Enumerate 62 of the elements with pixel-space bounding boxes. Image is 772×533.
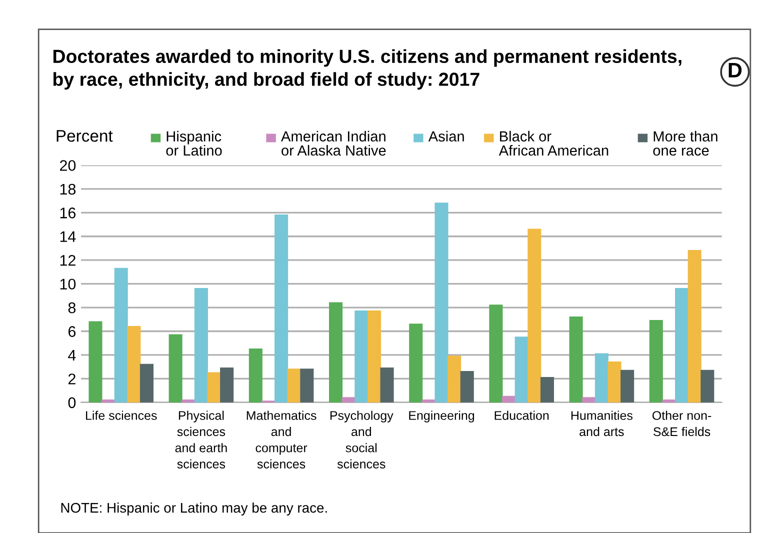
bar bbox=[489, 304, 503, 402]
bar bbox=[194, 288, 208, 402]
x-tick-label: Life sciences bbox=[86, 410, 157, 420]
bar bbox=[434, 202, 448, 402]
chart-title: Doctorates awarded to minority U.S. citizens and permanent residents, by race, ethnicity, and broad field of study: 2017 bbox=[53, 49, 682, 90]
bar bbox=[274, 214, 288, 402]
bar bbox=[700, 370, 714, 402]
bar bbox=[140, 364, 154, 402]
bar bbox=[287, 368, 301, 402]
bar bbox=[248, 348, 262, 402]
legend-label: Black or African American bbox=[498, 130, 608, 156]
x-tick-label: Other non- S&E fields bbox=[652, 410, 712, 436]
y-axis-title: Percent bbox=[56, 130, 113, 142]
y-tick-label: 2 bbox=[68, 374, 76, 384]
bar bbox=[448, 356, 462, 402]
y-tick-label: 12 bbox=[60, 254, 76, 266]
legend-label: American Indian or Alaska Native bbox=[281, 130, 386, 156]
x-tick-label: Physical sciences and earth sciences bbox=[175, 410, 227, 468]
x-tick-label: Engineering bbox=[409, 410, 474, 422]
y-tick-label: 16 bbox=[60, 208, 76, 218]
x-tick-label: Psychology and social sciences bbox=[330, 410, 394, 468]
y-tick-label: 8 bbox=[68, 302, 76, 314]
y-tick-label: 20 bbox=[60, 160, 76, 171]
y-tick-label: 0 bbox=[68, 397, 76, 408]
bar bbox=[514, 336, 528, 402]
bar bbox=[409, 324, 423, 402]
bar bbox=[127, 326, 141, 402]
bar bbox=[594, 353, 608, 402]
bar bbox=[88, 321, 102, 402]
bar bbox=[380, 367, 394, 402]
bar bbox=[528, 228, 542, 402]
bar bbox=[354, 310, 368, 402]
bar bbox=[300, 368, 314, 402]
bar bbox=[367, 310, 381, 402]
bar bbox=[649, 320, 663, 402]
bar bbox=[220, 367, 234, 402]
bar bbox=[502, 396, 516, 402]
bar bbox=[569, 316, 583, 402]
bar bbox=[675, 288, 689, 402]
bar bbox=[207, 372, 221, 402]
bar bbox=[114, 268, 128, 402]
bar bbox=[688, 250, 702, 402]
legend-label: Hispanic or Latino bbox=[166, 130, 222, 156]
bar bbox=[582, 397, 596, 402]
y-tick-label: 10 bbox=[60, 278, 76, 290]
x-tick-label: Education bbox=[494, 410, 549, 420]
x-tick-label: Mathematics and computer sciences bbox=[246, 410, 316, 468]
x-tick-label: Humanities and arts bbox=[571, 410, 632, 436]
bar bbox=[620, 370, 634, 402]
bar bbox=[460, 371, 474, 402]
bar bbox=[608, 362, 622, 402]
y-tick-label: 14 bbox=[60, 231, 76, 242]
y-tick-label: 6 bbox=[68, 326, 76, 337]
y-tick-label: 18 bbox=[60, 184, 76, 195]
legend-label: More than one race bbox=[653, 130, 718, 156]
y-tick-label: 4 bbox=[68, 350, 76, 361]
text: NOTE: Hispanic or Latino may be any race. bbox=[61, 502, 327, 516]
bar bbox=[540, 376, 554, 402]
text: D bbox=[728, 63, 742, 78]
bar bbox=[168, 334, 182, 402]
legend-label: Asian bbox=[428, 130, 464, 142]
bar bbox=[328, 302, 343, 402]
